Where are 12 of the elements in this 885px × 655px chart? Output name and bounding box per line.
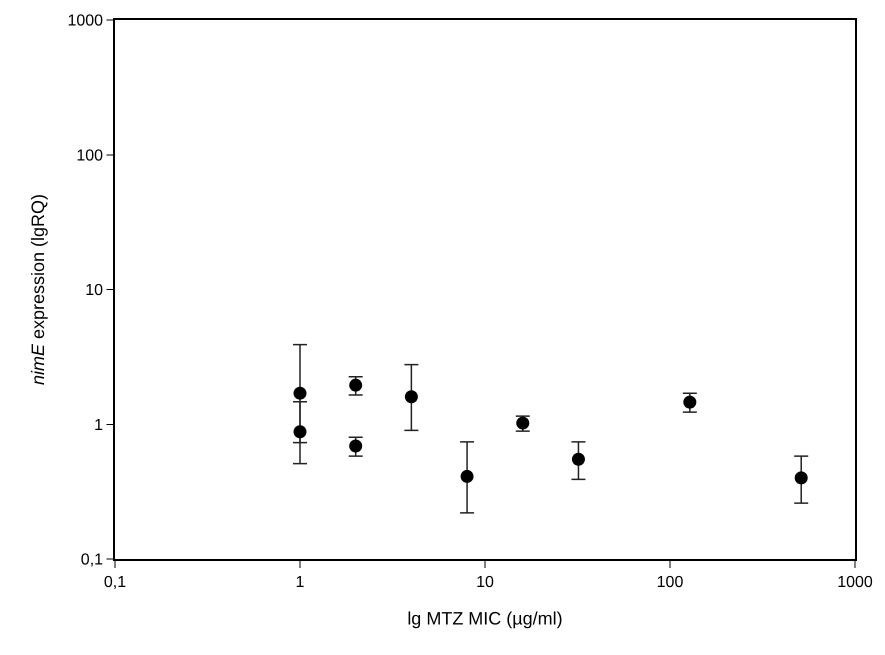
x-tick-label: 100 [656, 574, 684, 591]
y-axis-title: nimE expression (lgRQ) [28, 194, 48, 386]
y-tick-label: 0,1 [80, 552, 104, 569]
y-tick-label: 100 [76, 147, 104, 164]
x-tick-label: 1000 [837, 574, 873, 591]
x-tick-label: 1 [296, 574, 305, 591]
x-tick-label: 0,1 [104, 574, 126, 591]
y-tick-label: 1000 [67, 12, 104, 30]
x-axis-title: lg MTZ MIC (µg/ml) [407, 608, 563, 629]
x-tick-label: 10 [476, 574, 494, 591]
y-tick-label: 1 [94, 416, 104, 434]
y-tick-label: 10 [85, 282, 104, 300]
